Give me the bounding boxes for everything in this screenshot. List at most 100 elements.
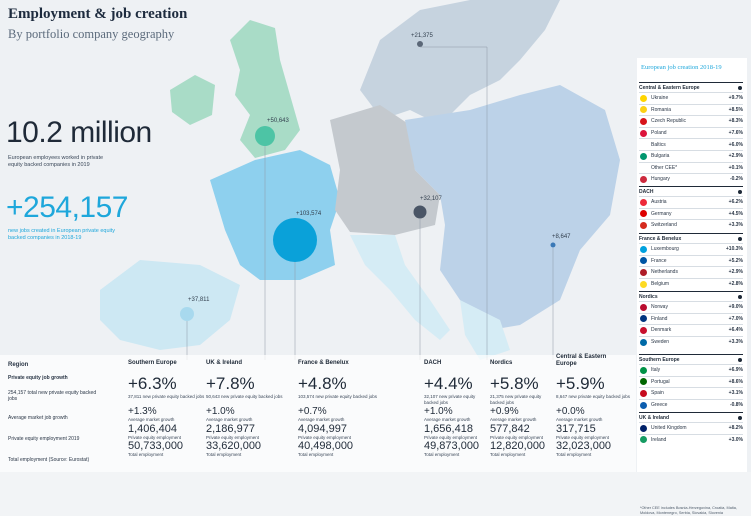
country-value: +0.1% bbox=[728, 164, 743, 171]
column-market-growth: +0.9% bbox=[490, 406, 519, 417]
country-row: Netherlands +2.9% bbox=[639, 266, 743, 278]
country-flag-icon bbox=[640, 378, 647, 386]
panel-group-header: Central & Eastern Europe bbox=[639, 82, 743, 92]
group-dot-icon bbox=[738, 415, 742, 420]
column-region: Central & Eastern Europe bbox=[556, 354, 607, 367]
country-value: -0.2% bbox=[729, 176, 743, 183]
panel-group: France & Benelux Luxembourg +10.3% France +5… bbox=[639, 233, 743, 289]
country-flag-icon bbox=[640, 280, 647, 288]
map-region-cee bbox=[405, 85, 620, 330]
country-flag-icon bbox=[640, 326, 647, 334]
country-name: Baltics bbox=[651, 141, 666, 148]
panel-footnote: *Other CEE includes Bosnia-Herzegovina, … bbox=[640, 506, 737, 515]
country-name: Italy bbox=[651, 367, 661, 374]
column-growth: +4.4% bbox=[424, 374, 473, 393]
map-region-iberia bbox=[100, 260, 240, 350]
map-region-ireland bbox=[170, 75, 215, 125]
jobs-value: +254,157 bbox=[6, 191, 128, 224]
jobs-desc: new jobs created in European private equ… bbox=[8, 228, 116, 241]
country-name: Other CEE* bbox=[651, 164, 678, 171]
country-value: +6.0% bbox=[728, 141, 743, 148]
row-label-pe-employment: Private equity employment 2019 bbox=[8, 436, 80, 442]
country-flag-icon bbox=[640, 366, 647, 374]
column-pe-employment: 4,094,997 bbox=[298, 422, 347, 435]
panel-group-name: UK & Ireland bbox=[639, 414, 670, 421]
column-pe-label: Private equity employment bbox=[424, 434, 478, 440]
map-region-uk bbox=[230, 20, 300, 158]
country-row: Belgium +2.8% bbox=[639, 277, 743, 290]
column-market-growth: +0.0% bbox=[556, 406, 585, 417]
panel-group: DACH Austria +6.2% Germany +4.5% Switzerland +… bbox=[639, 186, 743, 231]
column-growth: +5.8% bbox=[490, 374, 539, 393]
bubble-southern-europe bbox=[180, 307, 194, 321]
column-pe-label: Private equity employment bbox=[556, 434, 610, 440]
country-row: France +5.2% bbox=[639, 254, 743, 267]
panel-group: UK & Ireland United Kingdom +8.2% Ireland +3… bbox=[639, 412, 743, 445]
country-row: Austria +6.2% bbox=[639, 196, 743, 208]
country-value: -0.8% bbox=[729, 402, 743, 409]
country-flag-icon bbox=[640, 198, 647, 206]
panel-group-name: Central & Eastern Europe bbox=[639, 84, 700, 91]
country-flag-icon bbox=[640, 210, 647, 218]
column-pe-label: Private equity employment bbox=[490, 434, 544, 440]
country-value: +6.2% bbox=[728, 199, 743, 206]
column-total-label: Total employment bbox=[490, 452, 526, 457]
country-row: United Kingdom +8.2% bbox=[639, 422, 743, 434]
country-name: France bbox=[651, 257, 667, 264]
column-total-label: Total employment bbox=[556, 452, 592, 457]
country-row: Switzerland +3.3% bbox=[639, 219, 743, 231]
column-new-jobs: 8,647 new private equity backed jobs bbox=[556, 394, 631, 399]
country-flag-icon bbox=[640, 389, 647, 397]
country-value: +10.3% bbox=[725, 246, 743, 253]
country-row: Italy +6.9% bbox=[639, 364, 743, 376]
country-name: Netherlands bbox=[651, 269, 678, 276]
panel-group-header: France & Benelux bbox=[639, 233, 743, 243]
country-flag-icon bbox=[640, 436, 647, 444]
europe-map bbox=[0, 0, 636, 472]
column-region: UK & Ireland bbox=[206, 360, 243, 366]
panel-group-name: France & Benelux bbox=[639, 235, 682, 242]
column-market-growth: +1.0% bbox=[206, 406, 235, 417]
employees-desc: European employees worked in private equ… bbox=[8, 155, 104, 168]
country-name: Switzerland bbox=[651, 222, 677, 229]
country-name: Sweden bbox=[651, 339, 670, 346]
panel-group: Nordics Norway +9.0% Finland +7.0% Denmark +6.… bbox=[639, 291, 743, 347]
column-nordics: Nordics +5.8% 21,375 new private equity … bbox=[490, 360, 552, 458]
country-value: +7.0% bbox=[728, 315, 743, 322]
group-dot-icon bbox=[738, 189, 742, 194]
country-row: Baltics +6.0% bbox=[639, 138, 743, 150]
row-label-market: Average market job growth bbox=[8, 415, 68, 421]
country-flag-icon bbox=[640, 315, 647, 323]
country-name: Czech Republic bbox=[651, 118, 687, 125]
bubble-label-france-benelux: +103,574 bbox=[296, 211, 322, 217]
column-growth: +5.9% bbox=[556, 374, 605, 393]
country-value: +8.6% bbox=[728, 378, 743, 385]
country-row: Luxembourg +10.3% bbox=[639, 243, 743, 255]
column-total-label: Total employment bbox=[206, 452, 242, 457]
column-market-label: Average market growth bbox=[490, 417, 537, 422]
column-new-jobs: 103,574 new private equity backed jobs bbox=[298, 394, 378, 399]
group-dot-icon bbox=[738, 236, 742, 241]
column-total-employment: 49,873,000 bbox=[424, 440, 480, 452]
group-dot-icon bbox=[738, 357, 742, 362]
country-row: Romania +8.5% bbox=[639, 103, 743, 116]
country-row: Portugal +8.6% bbox=[639, 375, 743, 388]
group-dot-icon bbox=[738, 294, 742, 299]
column-growth: +7.8% bbox=[206, 374, 255, 393]
country-row: Bulgaria +2.9% bbox=[639, 149, 743, 162]
country-name: Ukraine bbox=[651, 95, 669, 102]
country-value: +3.1% bbox=[728, 390, 743, 397]
column-total-employment: 33,620,000 bbox=[206, 440, 262, 452]
country-name: Austria bbox=[651, 199, 667, 206]
page-subtitle: By portfolio company geography bbox=[8, 27, 175, 41]
country-value: +3.0% bbox=[728, 436, 743, 443]
country-name: Finland bbox=[651, 315, 668, 322]
column-new-jobs: 50,643 new private equity backed jobs bbox=[206, 394, 283, 399]
country-row: Czech Republic +8.3% bbox=[639, 115, 743, 127]
country-value: +8.3% bbox=[728, 118, 743, 125]
map-region-italy bbox=[350, 235, 450, 340]
column-market-label: Average market growth bbox=[298, 417, 345, 422]
column-market-label: Average market growth bbox=[128, 417, 175, 422]
column-pe-employment: 2,186,977 bbox=[206, 422, 255, 435]
country-name: Spain bbox=[651, 390, 664, 397]
